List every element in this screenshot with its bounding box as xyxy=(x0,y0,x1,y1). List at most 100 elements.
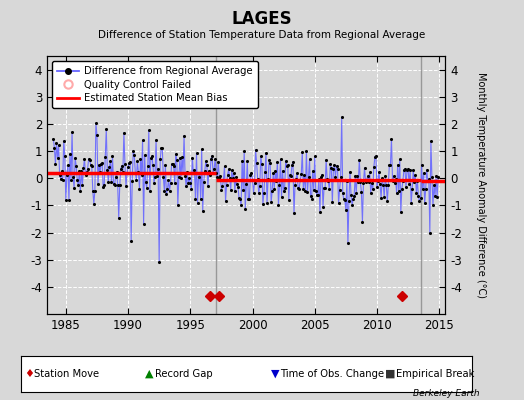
Point xyxy=(106,158,115,164)
Point xyxy=(388,178,397,184)
Point xyxy=(305,156,314,162)
Point xyxy=(294,185,302,191)
Point xyxy=(289,158,297,165)
Point xyxy=(67,177,75,184)
Point xyxy=(252,146,260,153)
Point xyxy=(232,174,240,180)
Point xyxy=(348,202,356,208)
Point xyxy=(381,173,389,180)
Point xyxy=(128,178,136,185)
Point xyxy=(427,138,435,144)
Point xyxy=(392,190,401,196)
Point xyxy=(287,173,295,180)
Point xyxy=(346,168,354,175)
Point xyxy=(184,180,192,186)
Point xyxy=(290,210,298,217)
Point xyxy=(376,181,384,188)
Point xyxy=(331,174,340,180)
Point xyxy=(327,165,335,171)
Point xyxy=(317,174,325,180)
Point xyxy=(71,155,79,161)
Point xyxy=(311,153,319,160)
Point xyxy=(249,189,258,196)
Point xyxy=(144,163,152,170)
Point xyxy=(112,174,120,180)
Point xyxy=(99,184,107,190)
Point xyxy=(102,126,111,132)
Point xyxy=(419,170,428,176)
Point xyxy=(227,167,236,173)
Point xyxy=(384,182,392,188)
Point xyxy=(213,174,222,180)
Point xyxy=(59,177,67,183)
Y-axis label: Monthly Temperature Anomaly Difference (°C): Monthly Temperature Anomaly Difference (… xyxy=(476,72,486,298)
Point xyxy=(76,188,84,195)
Point xyxy=(242,181,250,187)
Point xyxy=(85,157,94,164)
Point xyxy=(374,178,382,184)
Point xyxy=(211,156,220,162)
Point xyxy=(275,182,283,189)
Point xyxy=(431,192,439,199)
Point xyxy=(307,193,315,200)
Point xyxy=(300,172,309,178)
Point xyxy=(201,168,209,174)
Point xyxy=(190,167,199,173)
Text: Time of Obs. Change: Time of Obs. Change xyxy=(280,369,385,379)
Point xyxy=(375,169,383,176)
Point xyxy=(49,136,58,142)
Point xyxy=(141,179,150,185)
Point xyxy=(189,170,198,176)
Point xyxy=(400,166,408,173)
Point xyxy=(167,180,175,186)
Point xyxy=(158,144,167,151)
Point xyxy=(168,161,177,167)
Point xyxy=(325,185,333,192)
Point xyxy=(302,148,311,154)
Point xyxy=(195,170,204,176)
Point xyxy=(433,194,441,200)
Point xyxy=(368,186,377,192)
Point xyxy=(146,188,154,194)
Point xyxy=(280,184,289,191)
Point xyxy=(314,192,322,198)
Point xyxy=(286,172,294,178)
Point xyxy=(105,164,114,170)
Point xyxy=(138,137,147,144)
Point xyxy=(332,163,341,169)
Point xyxy=(285,196,293,203)
Point xyxy=(100,182,108,188)
Point xyxy=(349,196,357,202)
Point xyxy=(365,179,373,186)
Point xyxy=(372,153,380,159)
Point xyxy=(196,196,205,202)
Point xyxy=(259,201,267,208)
Point xyxy=(154,166,162,172)
Point xyxy=(420,200,429,206)
Point xyxy=(207,156,215,162)
Point xyxy=(221,198,230,204)
Point xyxy=(69,174,77,180)
Point xyxy=(206,172,214,178)
Point xyxy=(237,202,245,208)
Text: LAGES: LAGES xyxy=(232,10,292,28)
Point xyxy=(255,190,263,196)
Point xyxy=(181,173,189,179)
Point xyxy=(425,229,434,236)
Point xyxy=(297,171,305,178)
Point xyxy=(370,154,379,160)
Point xyxy=(323,176,331,183)
Point xyxy=(322,156,330,163)
Point xyxy=(224,166,233,172)
Point xyxy=(247,170,256,176)
Point xyxy=(186,180,194,186)
Point xyxy=(318,171,326,178)
Point xyxy=(324,178,332,184)
Point xyxy=(180,132,188,139)
Point xyxy=(84,156,93,162)
Point xyxy=(187,186,195,192)
Point xyxy=(350,193,358,199)
Point xyxy=(131,169,139,176)
Point xyxy=(166,188,174,194)
Point xyxy=(301,188,310,194)
